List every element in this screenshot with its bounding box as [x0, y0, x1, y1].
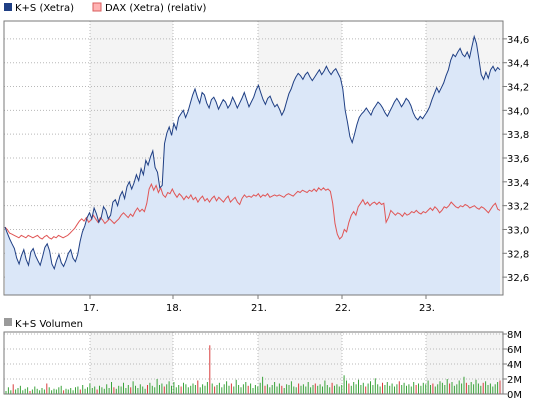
- volume-tick-label: 6M: [507, 345, 522, 356]
- date-tick-label: 23.: [419, 303, 435, 314]
- price-tick-label: 33,8: [507, 130, 529, 141]
- price-tick-label: 33,4: [507, 178, 529, 189]
- volume-chart: K+S Volumen 0M 2M 4M 6M 8M: [3, 318, 522, 401]
- dax-relative-line: [4, 182, 501, 240]
- volume-y-ticks: 0M 2M 4M 6M 8M: [503, 330, 522, 401]
- volume-day-bands: [90, 332, 503, 394]
- date-tick-label: 17.: [83, 303, 99, 314]
- price-tick-label: 34,6: [507, 35, 529, 46]
- legend-swatch-volume: [4, 318, 12, 326]
- price-tick-label: 32,8: [507, 249, 529, 260]
- price-tick-label: 33,2: [507, 202, 529, 213]
- legend-swatch-ks: [4, 3, 12, 11]
- volume-tick-label: 4M: [507, 360, 522, 371]
- date-x-ticks: 17. 18. 21. 22. 23.: [83, 295, 435, 314]
- price-tick-label: 33,0: [507, 225, 529, 236]
- volume-tick-label: 8M: [507, 330, 522, 341]
- price-chart: 32,6 32,8 33,0 33,2 33,4 33,6 33,8 34,0 34,2 34,4…: [3, 20, 529, 314]
- date-tick-label: 22.: [335, 303, 351, 314]
- price-tick-label: 34,0: [507, 106, 529, 117]
- day-band: [90, 332, 173, 394]
- price-y-ticks: 32,6 32,8 33,0 33,2 33,4 33,6 33,8 34,0 34,2 34,4…: [503, 35, 529, 284]
- volume-plot-area: [4, 332, 503, 394]
- volume-tick-label: 0M: [507, 390, 522, 401]
- day-band: [258, 332, 342, 394]
- volume-tick-label: 2M: [507, 375, 522, 386]
- price-tick-label: 32,6: [507, 273, 529, 284]
- price-tick-label: 34,4: [507, 59, 529, 70]
- volume-gridlines: [4, 332, 503, 394]
- price-tick-label: 33,6: [507, 154, 529, 165]
- price-legend: K+S (Xetra) DAX (Xetra) (relativ): [4, 2, 207, 14]
- ks-price-area: [5, 36, 500, 295]
- legend-label-volume: K+S Volumen: [15, 319, 83, 330]
- legend-label-dax: DAX (Xetra) (relativ): [105, 3, 207, 14]
- ks-price-line: [4, 34, 501, 271]
- volume-bars: [5, 345, 501, 394]
- price-tick-label: 34,2: [507, 83, 529, 94]
- date-tick-label: 21.: [251, 303, 267, 314]
- volume-plot-border: [3, 331, 504, 395]
- legend-swatch-dax: [92, 2, 102, 12]
- date-tick-label: 18.: [166, 303, 182, 314]
- legend-label-ks: K+S (Xetra): [15, 3, 74, 14]
